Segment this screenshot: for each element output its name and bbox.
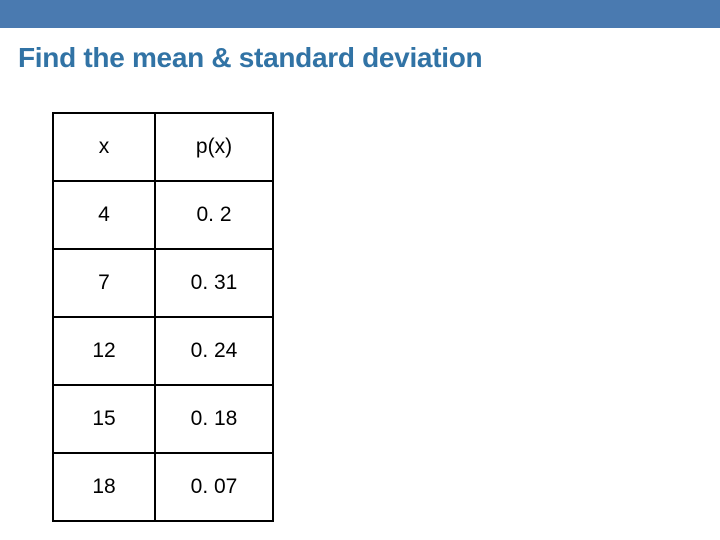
cell-x: 4 bbox=[53, 181, 155, 249]
cell-x: 12 bbox=[53, 317, 155, 385]
cell-px: 0. 18 bbox=[155, 385, 273, 453]
table-row: 15 0. 18 bbox=[53, 385, 273, 453]
top-banner bbox=[0, 0, 720, 28]
column-header-px: p(x) bbox=[155, 113, 273, 181]
table-row: 12 0. 24 bbox=[53, 317, 273, 385]
column-header-x: x bbox=[53, 113, 155, 181]
table-row: x p(x) bbox=[53, 113, 273, 181]
probability-table: x p(x) 4 0. 2 7 0. 31 12 0. 24 15 0. 18 … bbox=[52, 112, 274, 522]
cell-px: 0. 07 bbox=[155, 453, 273, 521]
cell-x: 18 bbox=[53, 453, 155, 521]
cell-px: 0. 24 bbox=[155, 317, 273, 385]
page-title: Find the mean & standard deviation bbox=[0, 28, 720, 74]
cell-px: 0. 2 bbox=[155, 181, 273, 249]
cell-x: 7 bbox=[53, 249, 155, 317]
table-row: 7 0. 31 bbox=[53, 249, 273, 317]
table-container: x p(x) 4 0. 2 7 0. 31 12 0. 24 15 0. 18 … bbox=[0, 74, 720, 522]
table-row: 18 0. 07 bbox=[53, 453, 273, 521]
cell-x: 15 bbox=[53, 385, 155, 453]
table-row: 4 0. 2 bbox=[53, 181, 273, 249]
cell-px: 0. 31 bbox=[155, 249, 273, 317]
